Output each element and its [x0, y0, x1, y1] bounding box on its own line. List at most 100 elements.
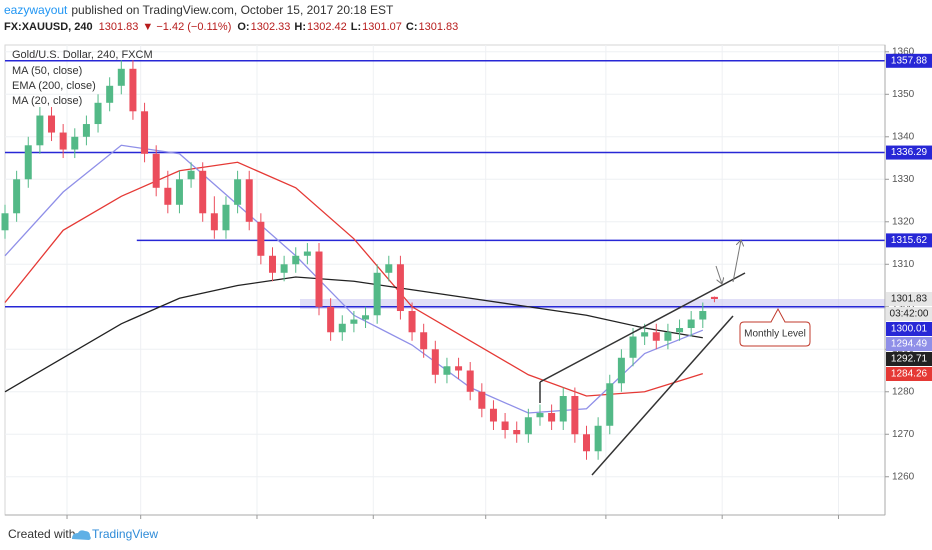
price-label-box: [886, 336, 932, 351]
candle-body: [129, 68, 137, 112]
price-axis: [885, 45, 932, 515]
y-tick-label: 1330: [892, 174, 915, 185]
candle-body: [71, 136, 79, 150]
y-tick-label: 1280: [892, 386, 915, 397]
candle-body: [606, 383, 614, 426]
ohlc-label: H:: [294, 21, 306, 33]
y-tick-label: 1270: [892, 429, 915, 440]
price-label: 1357.88: [891, 55, 928, 66]
candle-body: [710, 296, 718, 299]
symbol: FX:XAUUSD, 240: [4, 21, 93, 33]
candle-body: [292, 255, 300, 265]
candle-body: [222, 204, 230, 231]
trend-line: [591, 315, 734, 476]
price-label: 1284.26: [891, 369, 928, 380]
price-label: 1292.71: [891, 354, 928, 365]
price-label-box: [886, 145, 932, 160]
price-label: 1315.62: [891, 235, 928, 246]
price-label: 1301.83: [891, 294, 928, 305]
candle-body: [362, 315, 370, 320]
candle-body: [408, 311, 416, 333]
candle-body: [13, 179, 21, 214]
price-label: 1336.29: [891, 147, 928, 158]
price-label-box: [886, 291, 932, 306]
price-label-box: [886, 53, 932, 68]
arrow: [715, 265, 722, 284]
price-label: 1294.49: [891, 339, 928, 350]
change: ▼ −1.42 (−0.11%): [142, 21, 231, 33]
candle-body: [94, 102, 102, 125]
candle-body: [489, 408, 497, 422]
candle-body: [141, 111, 149, 154]
price-label-box: [886, 321, 932, 336]
candle-body: [594, 425, 602, 452]
price-label: 03:42:00: [890, 309, 929, 320]
candle-body: [234, 179, 242, 205]
candle-body: [548, 413, 556, 422]
candle-body: [36, 115, 44, 146]
candle-body: [303, 251, 311, 256]
candle-body: [443, 366, 451, 375]
candle-body: [164, 187, 172, 205]
ohlc-label: C:: [406, 21, 418, 33]
indicator-line: [4, 276, 703, 393]
legend-entry: EMA (200, close): [12, 80, 96, 92]
candle-body: [338, 323, 346, 333]
candle-body: [676, 328, 684, 333]
price-label-box: [886, 351, 932, 366]
candle-body: [385, 264, 393, 273]
y-tick-label: 1260: [892, 471, 915, 482]
y-tick-label: 1340: [892, 131, 915, 142]
candle-body: [524, 417, 532, 435]
price-label-box: [886, 233, 932, 248]
candle-body: [350, 319, 358, 324]
candle-body: [82, 124, 90, 137]
chart-title: Gold/U.S. Dollar, 240, FXCM: [12, 49, 153, 61]
high-value: 1302.42: [307, 21, 347, 33]
candle-body: [629, 336, 637, 358]
candle-body: [373, 272, 381, 316]
published: published on TradingView.com, October 15…: [71, 3, 394, 17]
zone: [300, 299, 885, 309]
candle-body: [466, 370, 474, 392]
candle-body: [664, 332, 672, 341]
candle-body: [117, 68, 125, 86]
candle-body: [420, 332, 428, 350]
candle-body: [280, 264, 288, 273]
candle-body: [327, 306, 335, 333]
candle-body: [536, 413, 544, 418]
ohlc-label: L:: [351, 21, 361, 33]
candle-body: [699, 311, 707, 320]
candle-body: [315, 251, 323, 307]
ohlc-label: O:: [237, 21, 249, 33]
candle-body: [106, 85, 114, 103]
candle-body: [455, 366, 463, 371]
candle-body: [48, 115, 56, 133]
candle-body: [431, 349, 439, 375]
plot-frame: [4, 44, 886, 516]
candle-body: [513, 430, 521, 435]
callout-text: Monthly Level: [744, 329, 806, 340]
candle-body: [641, 332, 649, 337]
candle-body: [571, 396, 579, 435]
legend-entry: MA (20, close): [12, 95, 82, 107]
candle-body: [245, 179, 253, 222]
candle-body: [199, 170, 207, 214]
y-tick-label: 1360: [892, 46, 915, 57]
callout: [739, 307, 811, 347]
candle-body: [396, 264, 404, 312]
legend-entry: MA (50, close): [12, 65, 82, 77]
candle-body: [582, 434, 590, 452]
candle-body: [175, 179, 183, 205]
low-value: 1301.07: [362, 21, 402, 33]
candle-body: [24, 145, 32, 180]
arrow: [732, 240, 741, 283]
candle-body: [210, 213, 218, 231]
candle-body: [478, 391, 486, 409]
price-label-box: [886, 366, 932, 381]
trend-line: [539, 272, 746, 383]
y-tick-label: 1320: [892, 216, 915, 227]
candle-body: [268, 255, 276, 273]
price-label: 1300.01: [891, 324, 928, 335]
